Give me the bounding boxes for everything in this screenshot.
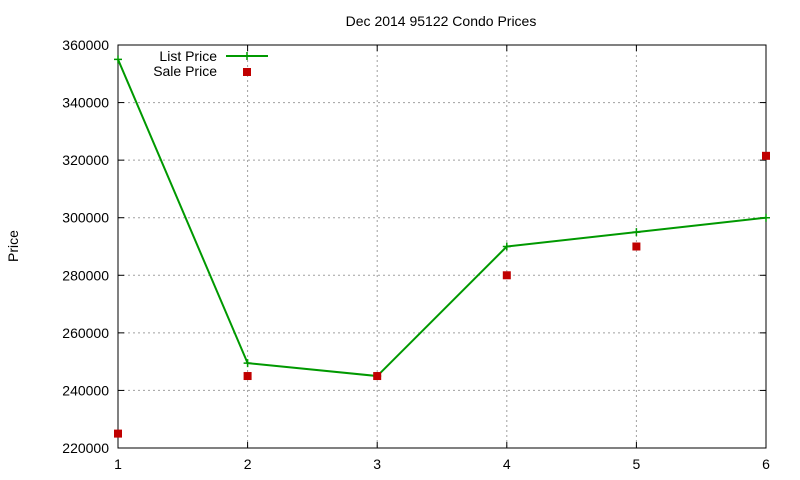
axis-ticks: 220000 240000 260000 280000 300000 320000 3400… xyxy=(62,37,770,472)
y-tick-label: 280000 xyxy=(62,267,109,283)
chart-title: Dec 2014 95122 Condo Prices xyxy=(346,13,537,29)
y-tick-label: 240000 xyxy=(62,382,109,398)
list-price-point xyxy=(114,55,122,64)
x-tick-label: 4 xyxy=(503,456,511,472)
y-tick-label: 260000 xyxy=(62,325,109,341)
plot-area-border xyxy=(117,44,767,449)
sale-price-point xyxy=(762,151,770,160)
x-tick-label: 3 xyxy=(373,456,381,472)
list-price-point xyxy=(502,242,511,251)
legend-marker-list-price xyxy=(243,52,251,60)
legend-label-sale-price: Sale Price xyxy=(153,63,217,79)
list-price-point xyxy=(762,213,770,222)
sale-price-point xyxy=(114,429,122,438)
y-tick-label: 360000 xyxy=(62,37,109,53)
legend-marker-sale-price xyxy=(243,68,251,76)
x-tick-label: 1 xyxy=(114,456,122,472)
series-group xyxy=(114,55,770,438)
x-tick-label: 6 xyxy=(762,456,770,472)
sale-price-point xyxy=(502,271,511,280)
x-tick-label: 2 xyxy=(244,456,252,472)
list-price-point xyxy=(632,228,641,237)
y-axis-label: Price xyxy=(5,230,21,262)
y-tick-label: 300000 xyxy=(62,210,109,226)
y-tick-label: 320000 xyxy=(62,152,109,168)
y-tick-label: 220000 xyxy=(62,440,109,456)
sale-price-point xyxy=(632,242,641,251)
grid xyxy=(118,45,766,448)
sale-price-point xyxy=(373,372,382,381)
legend-label-list-price: List Price xyxy=(159,48,217,64)
y-tick-label: 340000 xyxy=(62,95,109,111)
list-price-point xyxy=(243,359,252,368)
x-tick-label: 5 xyxy=(633,456,641,472)
sale-price-point xyxy=(243,372,252,381)
list-price-line xyxy=(117,59,767,378)
